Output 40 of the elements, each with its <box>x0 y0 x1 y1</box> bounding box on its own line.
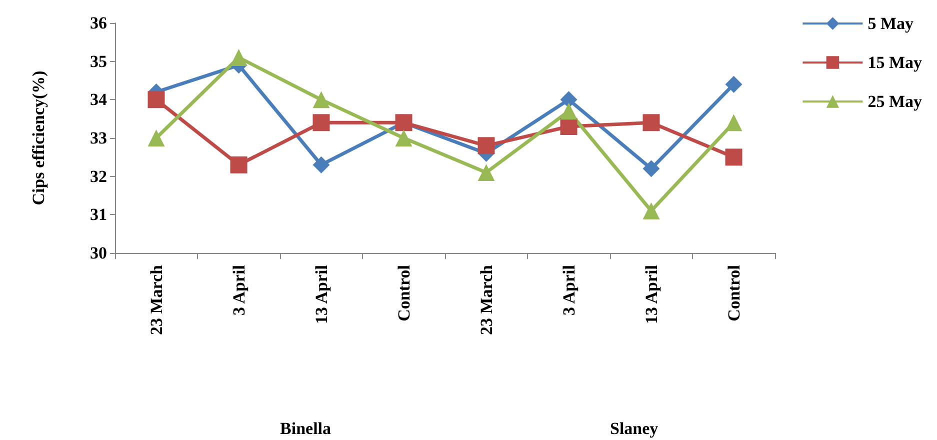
y-tick-label: 32 <box>90 166 107 186</box>
point <box>642 202 660 220</box>
point <box>642 114 660 132</box>
point <box>230 49 248 66</box>
y-tick-label: 33 <box>90 128 107 148</box>
point <box>148 130 165 146</box>
point <box>148 91 165 108</box>
x-tick-label: 23 March <box>476 264 496 336</box>
point <box>560 118 578 135</box>
x-tick-label: 3 April <box>229 264 248 316</box>
legend-label: 5 May <box>868 14 914 33</box>
point <box>478 164 495 181</box>
legend-label: 25 May <box>868 92 922 111</box>
x-tick-label: 13 April <box>642 264 661 324</box>
point <box>478 137 495 154</box>
x-tick-label: 3 April <box>559 264 578 316</box>
point <box>395 130 412 146</box>
point <box>312 156 330 174</box>
point <box>230 156 248 174</box>
x-tick-label: Control <box>394 264 414 322</box>
text: Binella <box>280 419 332 438</box>
x-tick-label: 23 March <box>146 264 166 336</box>
point <box>560 102 578 120</box>
y-tick-label: 34 <box>90 90 108 110</box>
point <box>312 91 330 108</box>
x-tick-label: Control <box>724 264 744 322</box>
y-axis-title: Cips efficiency(%) <box>29 70 48 206</box>
y-tick-label: 36 <box>90 14 107 32</box>
point <box>725 114 742 132</box>
y-tick-label: 35 <box>90 52 107 71</box>
x-tick-label: 13 April <box>312 264 331 324</box>
point <box>725 76 742 93</box>
y-tick-label: 31 <box>90 205 107 224</box>
y-tick-label: 30 <box>90 244 107 262</box>
point <box>642 160 660 178</box>
text: Slaney <box>610 419 659 438</box>
legend-label: 15 May <box>868 53 922 72</box>
point <box>560 91 578 108</box>
point <box>725 148 742 166</box>
point <box>312 114 330 132</box>
